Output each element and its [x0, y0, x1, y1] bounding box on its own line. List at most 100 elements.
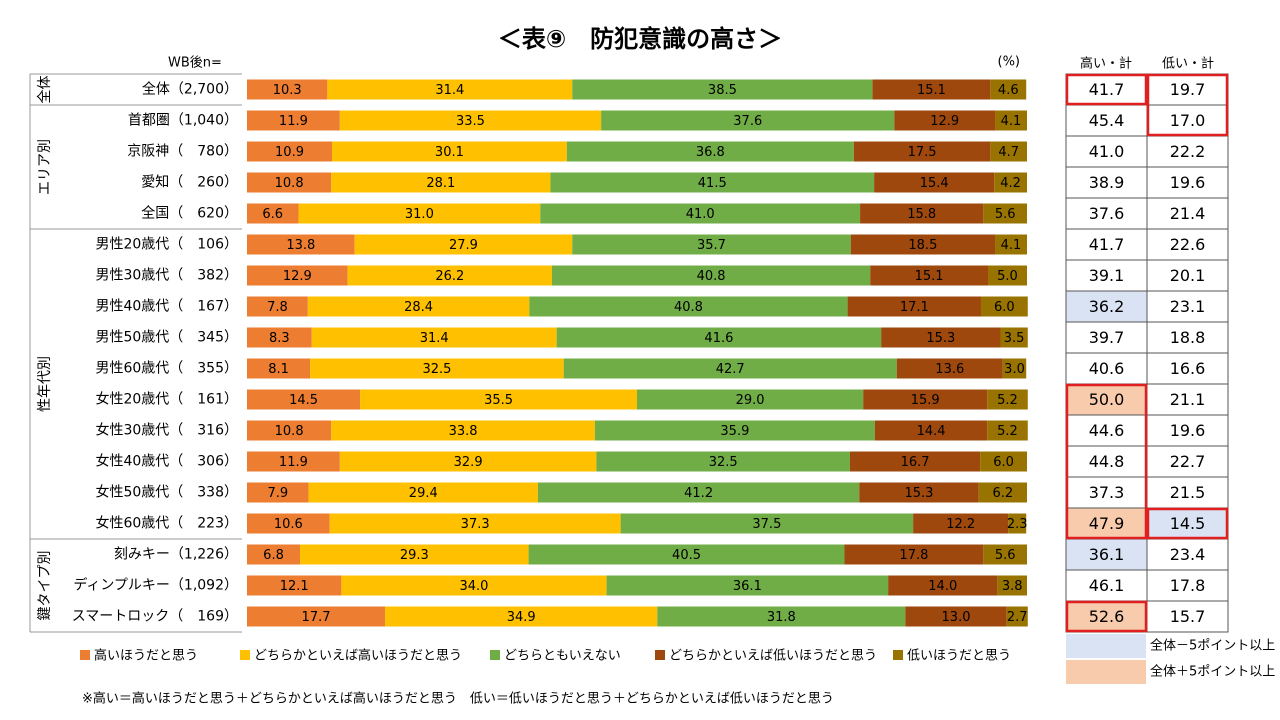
bar-segment [594, 420, 875, 441]
data-label: 17.7 [302, 610, 331, 625]
data-label: 36.8 [696, 145, 725, 160]
data-label: 41.0 [686, 207, 715, 222]
total-value: 19.6 [1170, 421, 1206, 440]
highlight-label: 全体－5ポイント以上 [1150, 638, 1275, 654]
data-label: 8.3 [269, 331, 290, 346]
data-label: 40.8 [674, 300, 703, 315]
emphasis-box [1146, 73, 1229, 137]
data-label: 31.4 [420, 331, 449, 346]
total-value: 39.7 [1089, 328, 1125, 347]
data-label: 38.5 [708, 83, 737, 98]
data-label: 35.7 [697, 238, 726, 253]
bar-segment [528, 544, 845, 565]
total-cell [1146, 352, 1229, 385]
category-label: 男性20歳代（ 106） [95, 237, 238, 253]
data-label: 31.4 [435, 83, 464, 98]
unit-label: (%) [998, 55, 1021, 70]
bar-segment [990, 79, 1027, 100]
legend-label: どちらかといえば高いほうだと思う [254, 648, 462, 664]
data-label: 34.9 [507, 610, 536, 625]
total-cell [1146, 538, 1229, 571]
category-label: 男性40歳代（ 167） [95, 299, 238, 315]
total-cell [1065, 600, 1148, 633]
data-label: 13.6 [935, 362, 964, 377]
data-label: 29.4 [409, 486, 438, 501]
data-label: 37.5 [752, 517, 781, 532]
data-label: 13.0 [942, 610, 971, 625]
data-label: 29.3 [400, 548, 429, 563]
bar-segment [247, 575, 342, 596]
total-value: 37.3 [1089, 483, 1125, 502]
group-label: 鍵タイプ別 [37, 551, 53, 621]
footnote: ※高い＝高いほうだと思う＋どちらかといえば高いほうだと思う 低い＝低いほうだと思… [82, 691, 834, 707]
total-cell [1065, 166, 1148, 199]
data-label: 28.1 [426, 176, 455, 191]
total-cell [1146, 600, 1229, 633]
data-label: 4.1 [1001, 114, 1022, 129]
total-cell [1146, 197, 1229, 230]
data-label: 15.8 [907, 207, 936, 222]
total-value: 22.6 [1170, 235, 1206, 254]
highlight-label: 全体＋5ポイント以上 [1150, 664, 1275, 680]
category-label: 全国（ 620） [141, 205, 238, 222]
total-value: 17.8 [1170, 576, 1206, 595]
legend-swatch [490, 650, 500, 660]
data-label: 12.1 [280, 579, 309, 594]
bar-segment [247, 482, 309, 503]
data-label: 35.9 [720, 424, 749, 439]
bar-segment [247, 606, 386, 627]
total-value: 36.2 [1089, 297, 1125, 316]
total-value: 36.1 [1089, 545, 1125, 564]
total-value: 17.0 [1170, 111, 1206, 130]
category-label: 男性60歳代（ 355） [95, 361, 238, 377]
category-label: 愛知（ 260） [141, 174, 238, 191]
category-label: 女性20歳代（ 161） [95, 391, 238, 408]
bar-segment [847, 296, 981, 317]
bar-segment [844, 544, 984, 565]
data-label: 33.5 [456, 114, 485, 129]
bar-segment [339, 451, 597, 472]
data-label: 14.5 [289, 393, 318, 408]
total-cell [1065, 228, 1148, 261]
total-value: 44.6 [1089, 421, 1125, 440]
data-label: 5.6 [995, 548, 1016, 563]
emphasis-box [1065, 600, 1148, 633]
bar-segment [980, 451, 1027, 472]
total-value: 50.0 [1089, 390, 1125, 409]
data-label: 15.3 [926, 331, 955, 346]
data-label: 14.4 [917, 424, 946, 439]
bar-segment [874, 172, 995, 193]
group-label: 全体 [36, 76, 53, 104]
highlight-swatch [1066, 660, 1146, 684]
data-label: 4.6 [998, 83, 1019, 98]
data-label: 10.3 [273, 83, 302, 98]
category-label: 男性50歳代（ 345） [95, 330, 238, 346]
total-value: 19.7 [1170, 80, 1206, 99]
total-cell [1146, 104, 1229, 137]
data-label: 41.2 [684, 486, 713, 501]
data-label: 15.3 [904, 486, 933, 501]
emphasis-box [1065, 73, 1148, 106]
data-label: 5.0 [997, 269, 1018, 284]
total-cell [1065, 414, 1148, 447]
data-label: 37.6 [733, 114, 762, 129]
legend-swatch [893, 650, 903, 660]
n-label: WB後n= [168, 56, 222, 71]
bar-segment [987, 389, 1028, 410]
bar-segment [850, 234, 996, 255]
total-value: 39.1 [1089, 266, 1125, 285]
data-label: 41.6 [704, 331, 733, 346]
data-label: 15.1 [917, 83, 946, 98]
bar-segment [572, 234, 851, 255]
data-label: 5.6 [995, 207, 1016, 222]
bar-segment [1002, 358, 1027, 379]
data-label: 2.7 [1007, 610, 1028, 625]
bar-segment [853, 141, 991, 162]
category-label: 全体（2,700） [142, 81, 238, 98]
data-label: 6.6 [262, 207, 283, 222]
data-label: 10.9 [275, 145, 304, 160]
bar-segment [849, 451, 981, 472]
category-label: 女性60歳代（ 223） [95, 515, 238, 532]
bar-segment [247, 389, 361, 410]
bar-segment [529, 296, 848, 317]
